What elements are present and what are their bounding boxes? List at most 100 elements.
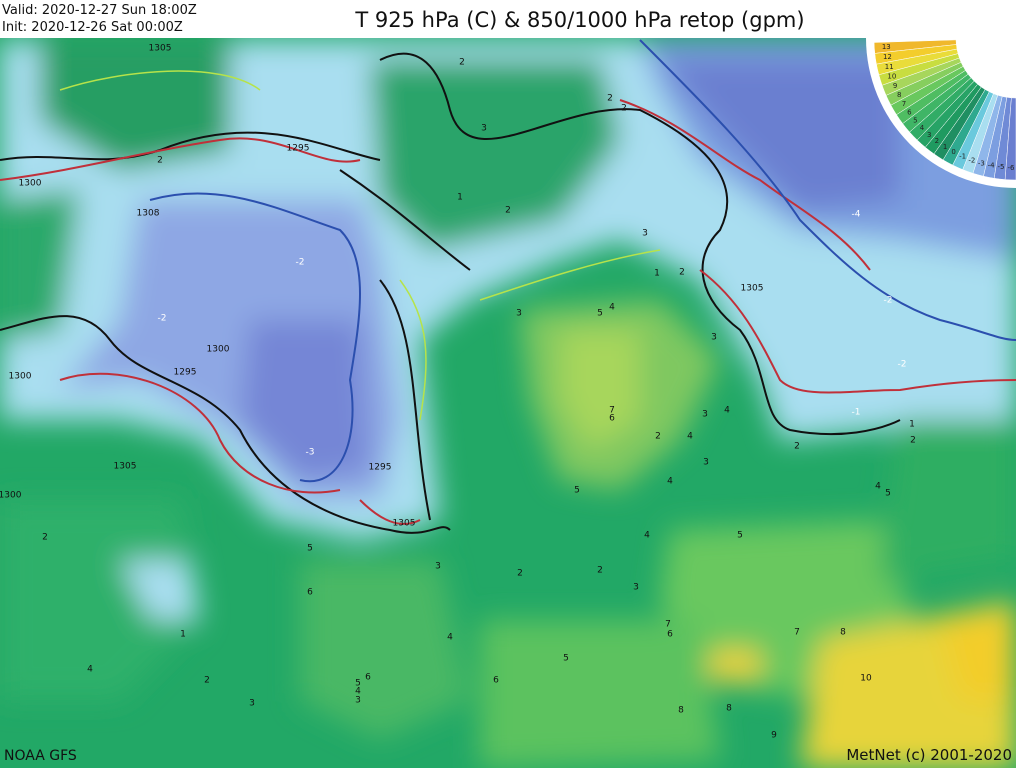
legend-label: 3 [927,131,931,139]
contour-label: 7 [794,628,800,638]
contour-label: -3 [306,448,315,458]
contour-label: 3 [481,124,487,134]
contour-label: 6 [667,630,673,640]
contour-label: 1295 [174,368,197,378]
contour-label: 7 [609,406,615,416]
contour-label: 6 [609,414,615,424]
source-label: NOAA GFS [4,748,77,764]
contour-label: -4 [852,210,861,220]
contour-label: 3 [702,410,708,420]
contour-label: 1 [909,420,915,430]
legend-label: 13 [882,43,891,51]
contour-label: 6 [493,676,499,686]
contour-label: 4 [87,665,93,675]
legend-label: 10 [887,73,896,81]
contour-label: 2 [505,206,511,216]
legend-label: -3 [978,159,985,167]
legend-label: -1 [959,153,966,161]
contour-label: 1305 [149,44,172,54]
legend-label: 9 [893,82,897,90]
contour-label: 3 [642,229,648,239]
legend-label: 5 [913,116,917,124]
map-title: T 925 hPa (C) & 850/1000 hPa retop (gpm) [354,8,804,32]
map-background [0,38,1016,768]
contour-label: 8 [840,628,846,638]
contour-label: 4 [644,531,650,541]
contour-label: 1308 [137,209,160,219]
contour-label: 1 [654,269,660,279]
contour-label: 2 [655,432,661,442]
contour-label: 2 [794,442,800,452]
contour-label: 4 [875,482,881,492]
contour-label: 2 [204,676,210,686]
contour-label: 1300 [0,491,22,501]
contour-label: 3 [703,458,709,468]
contour-label: 5 [307,544,313,554]
contour-label: 2 [621,104,627,114]
legend-label: 0 [951,148,955,156]
legend-label: 7 [902,100,906,108]
contour-label: 5 [355,679,361,689]
contour-label: 2 [42,533,48,543]
legend-label: -4 [988,162,996,170]
contour-label: 2 [517,569,523,579]
legend-label: 12 [883,53,892,61]
contour-label: 7 [665,620,671,630]
contour-label: -1 [852,408,861,418]
contour-label: 4 [447,633,453,643]
init-time: Init: 2020-12-26 Sat 00:00Z [2,20,183,35]
contour-label: -2 [158,314,167,324]
legend-label: 1 [943,143,947,151]
contour-label: 6 [365,673,371,683]
contour-label: 4 [687,432,693,442]
contour-label: 4 [609,303,615,313]
contour-label: 8 [726,704,732,714]
legend-label: 8 [897,91,901,99]
contour-label: 8 [678,706,684,716]
legend-label: 4 [920,124,925,132]
contour-label: 4 [355,687,361,697]
contour-label: 1305 [114,462,137,472]
contour-label: 5 [563,654,569,664]
contour-label: 2 [157,156,163,166]
legend-swatch [1004,97,1016,181]
contour-label: 5 [737,531,743,541]
contour-label: 1300 [207,345,230,355]
contour-label: 1305 [741,284,764,294]
contour-label: 2 [607,94,613,104]
contour-label: 3 [711,333,717,343]
contour-label: 2 [459,58,465,68]
contour-label: 3 [516,309,522,319]
contour-label: 1300 [19,179,42,189]
contour-label: 9 [771,731,777,741]
header-bar [0,0,1016,38]
contour-label: 3 [633,583,639,593]
contour-label: 2 [597,566,603,576]
contour-label: 1295 [287,144,310,154]
contour-label: 4 [667,477,673,487]
contour-label: 1 [457,193,463,203]
contour-label: 1295 [369,463,392,473]
legend-label: 11 [885,63,894,71]
legend-label: -6 [1008,164,1016,172]
contour-label: -2 [884,296,893,306]
contour-label: 6 [307,588,313,598]
legend-label: -5 [998,163,1005,171]
contour-label: -2 [898,360,907,370]
contour-label: 1 [180,630,186,640]
credit-label: MetNet (c) 2001-2020 [846,746,1012,764]
contour-label: 5 [597,309,603,319]
contour-label: 10 [860,674,872,684]
contour-label: 2 [679,268,685,278]
contour-label: 2 [910,436,916,446]
contour-label: 1300 [9,372,32,382]
contour-label: -2 [296,258,305,268]
legend-label: 2 [935,137,939,145]
legend-label: 6 [907,108,912,116]
contour-label: 3 [249,699,255,709]
contour-label: 5 [574,486,580,496]
